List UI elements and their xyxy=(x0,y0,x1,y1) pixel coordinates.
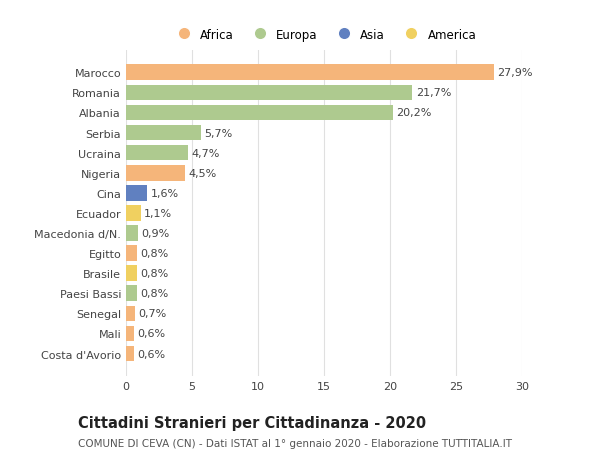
Bar xyxy=(126,206,140,221)
Text: Cittadini Stranieri per Cittadinanza - 2020: Cittadini Stranieri per Cittadinanza - 2… xyxy=(78,415,426,431)
Bar xyxy=(126,246,137,261)
Bar xyxy=(126,106,392,121)
Legend: Africa, Europa, Asia, America: Africa, Europa, Asia, America xyxy=(167,24,481,46)
Text: 27,9%: 27,9% xyxy=(497,68,533,78)
Text: 0,6%: 0,6% xyxy=(137,329,166,339)
Bar xyxy=(126,185,147,201)
Text: 4,7%: 4,7% xyxy=(191,148,220,158)
Bar xyxy=(126,65,494,81)
Bar xyxy=(126,146,188,161)
Text: COMUNE DI CEVA (CN) - Dati ISTAT al 1° gennaio 2020 - Elaborazione TUTTITALIA.IT: COMUNE DI CEVA (CN) - Dati ISTAT al 1° g… xyxy=(78,438,512,448)
Text: 0,8%: 0,8% xyxy=(140,289,168,299)
Bar xyxy=(126,226,138,241)
Text: 1,6%: 1,6% xyxy=(151,188,179,198)
Bar xyxy=(126,326,134,341)
Bar xyxy=(126,85,412,101)
Text: 21,7%: 21,7% xyxy=(416,88,451,98)
Text: 0,8%: 0,8% xyxy=(140,269,168,279)
Text: 0,9%: 0,9% xyxy=(141,229,169,239)
Text: 0,8%: 0,8% xyxy=(140,248,168,258)
Bar xyxy=(126,266,137,281)
Text: 20,2%: 20,2% xyxy=(396,108,431,118)
Text: 4,5%: 4,5% xyxy=(188,168,217,179)
Bar xyxy=(126,286,137,302)
Text: 0,6%: 0,6% xyxy=(137,349,166,359)
Bar xyxy=(126,346,134,362)
Bar xyxy=(126,306,135,321)
Text: 5,7%: 5,7% xyxy=(205,128,233,138)
Bar xyxy=(126,125,201,141)
Bar xyxy=(126,166,185,181)
Text: 1,1%: 1,1% xyxy=(144,208,172,218)
Text: 0,7%: 0,7% xyxy=(139,308,167,319)
